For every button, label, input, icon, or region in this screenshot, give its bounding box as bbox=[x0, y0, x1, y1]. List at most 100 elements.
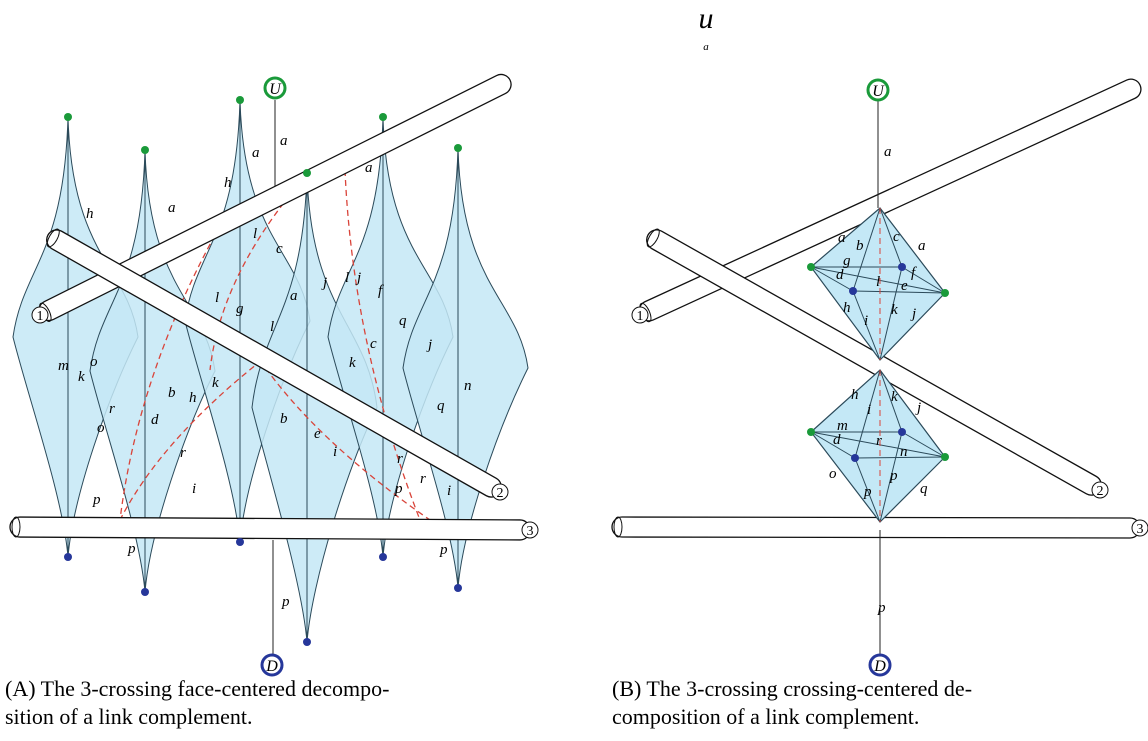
face-label: h bbox=[851, 387, 859, 403]
face-label: l bbox=[270, 319, 274, 335]
face-label: b bbox=[280, 411, 288, 427]
face-label: p bbox=[92, 492, 101, 508]
face-label: l bbox=[253, 226, 257, 242]
face-label: l bbox=[345, 270, 349, 286]
vertex bbox=[898, 428, 906, 436]
vertex bbox=[141, 588, 149, 596]
face-label: h bbox=[843, 300, 851, 316]
face-label: q bbox=[920, 481, 928, 497]
tube bbox=[612, 517, 1140, 538]
face-label: a bbox=[252, 145, 260, 161]
figure: u a UD123ahahalclgajljfqamokordbhklribei… bbox=[0, 0, 1148, 736]
header-subscript: a bbox=[703, 41, 709, 53]
face-label: k bbox=[212, 375, 219, 391]
ideal-vertex-label: U bbox=[269, 81, 282, 98]
vertex bbox=[236, 96, 244, 104]
ideal-vertex-label: U bbox=[872, 83, 885, 100]
face-label: a bbox=[280, 133, 288, 149]
face-label: c bbox=[276, 241, 283, 257]
face-label: j bbox=[915, 400, 921, 416]
ideal-vertex-label: D bbox=[873, 658, 886, 675]
face-label: i bbox=[867, 402, 871, 418]
face-label: r bbox=[876, 433, 882, 449]
face-label: a bbox=[918, 238, 926, 254]
tube-label: 1 bbox=[37, 309, 44, 324]
face-label: m bbox=[58, 358, 69, 374]
vertex bbox=[64, 113, 72, 121]
caption-line: (A) The 3-crossing face-centered decompo… bbox=[5, 676, 389, 701]
face-label: a bbox=[290, 288, 298, 304]
face-label: a bbox=[168, 200, 176, 216]
face-label: p bbox=[394, 481, 403, 497]
vertex bbox=[807, 263, 815, 271]
vertex bbox=[454, 144, 462, 152]
face-label: d bbox=[833, 432, 841, 448]
tube bbox=[10, 517, 530, 540]
face-label: n bbox=[900, 444, 908, 460]
face-label: p bbox=[863, 484, 872, 500]
face-label: r bbox=[109, 401, 115, 417]
caption-line: (B) The 3-crossing crossing-centered de- bbox=[612, 676, 972, 701]
tube-label: 3 bbox=[1137, 522, 1144, 537]
vertex bbox=[141, 146, 149, 154]
tube-label: 1 bbox=[637, 309, 644, 324]
face-label: p bbox=[889, 468, 898, 484]
tube-body bbox=[10, 517, 530, 540]
face-label: o bbox=[90, 354, 98, 370]
face-label: d bbox=[836, 267, 844, 283]
vertex bbox=[849, 287, 857, 295]
face-label: k bbox=[349, 355, 356, 371]
vertex bbox=[807, 428, 815, 436]
vertex bbox=[898, 263, 906, 271]
face-label: d bbox=[151, 412, 159, 428]
vertex bbox=[941, 453, 949, 461]
face-label: k bbox=[78, 369, 85, 385]
face-label: q bbox=[399, 313, 407, 329]
face-label: e bbox=[314, 426, 321, 442]
caption-line: sition of a link complement. bbox=[5, 704, 252, 729]
face-label: g bbox=[236, 301, 244, 317]
face-label: o bbox=[97, 420, 105, 436]
face-label: b bbox=[856, 238, 864, 254]
face-label: c bbox=[893, 229, 900, 245]
face-label: l bbox=[876, 274, 880, 290]
ideal-vertex-label: D bbox=[265, 658, 278, 675]
face-label: e bbox=[901, 278, 908, 294]
face-label: p bbox=[877, 600, 886, 616]
face-label: a bbox=[884, 144, 892, 160]
face-label: p bbox=[281, 594, 290, 610]
face-label: h bbox=[224, 175, 232, 191]
face-label: i bbox=[192, 481, 196, 497]
caption-line: composition of a link complement. bbox=[612, 704, 919, 729]
face-label: r bbox=[420, 471, 426, 487]
header-symbol: u bbox=[699, 2, 714, 35]
face-label: k bbox=[891, 389, 898, 405]
face-label: c bbox=[370, 336, 377, 352]
tube-label: 2 bbox=[497, 486, 504, 501]
vertex bbox=[379, 113, 387, 121]
face-label: i bbox=[333, 444, 337, 460]
face-label: b bbox=[168, 385, 176, 401]
tube-label: 3 bbox=[527, 524, 534, 539]
vertex bbox=[941, 289, 949, 297]
face-label: a bbox=[838, 230, 846, 246]
vertex bbox=[303, 169, 311, 177]
face-label: p bbox=[439, 542, 448, 558]
face-label: n bbox=[464, 378, 472, 394]
face-label: l bbox=[215, 290, 219, 306]
face-label: h bbox=[86, 206, 94, 222]
face-label: o bbox=[829, 466, 837, 482]
face-label: h bbox=[189, 390, 197, 406]
face-label: k bbox=[891, 302, 898, 318]
vertex bbox=[379, 553, 387, 561]
face-label: g bbox=[843, 253, 851, 269]
face-label: r bbox=[397, 451, 403, 467]
face-label: i bbox=[447, 483, 451, 499]
face-label: r bbox=[180, 445, 186, 461]
face-label: i bbox=[864, 313, 868, 329]
face-label: q bbox=[437, 398, 445, 414]
tube-label: 2 bbox=[1097, 484, 1104, 499]
vertex bbox=[236, 538, 244, 546]
vertex bbox=[454, 584, 462, 592]
vertex bbox=[303, 638, 311, 646]
